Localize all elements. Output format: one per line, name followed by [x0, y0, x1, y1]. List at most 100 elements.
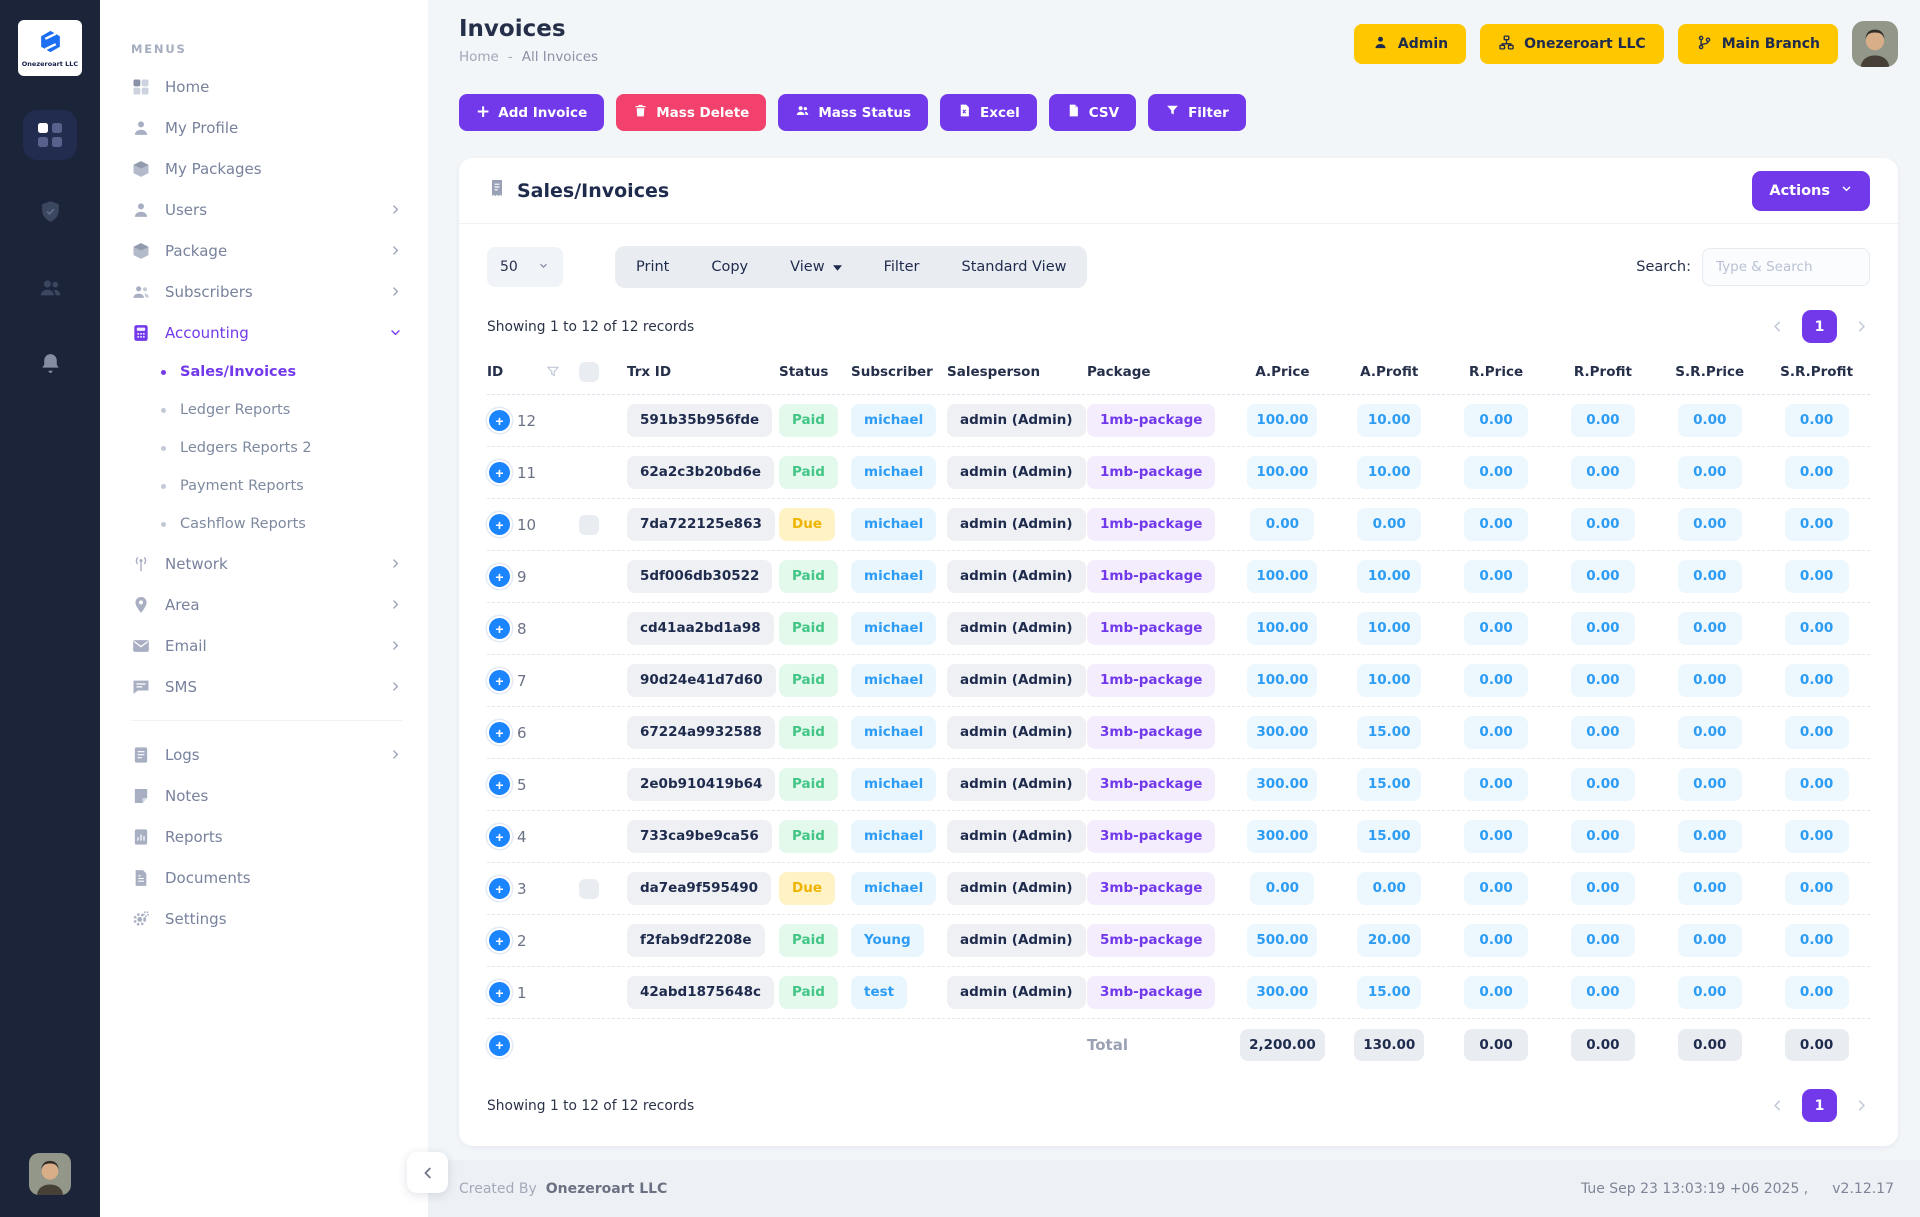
filter-button[interactable]: Filter: [1148, 94, 1246, 131]
sidebar-subitem-ledgers-reports-2[interactable]: Ledgers Reports 2: [100, 429, 428, 467]
expand-row-button[interactable]: +: [489, 514, 510, 535]
pin-icon: [131, 595, 151, 615]
sidebar-subitem-sales-invoices[interactable]: Sales/Invoices: [100, 353, 428, 391]
expand-row-button[interactable]: +: [489, 566, 510, 587]
row-checkbox[interactable]: [579, 878, 599, 899]
row-id: 7: [517, 671, 527, 690]
sidebar-item-reports[interactable]: Reports: [100, 816, 428, 857]
sidebar-item-sms[interactable]: SMS: [100, 666, 428, 707]
subscriber-link[interactable]: michael: [851, 508, 937, 541]
filter-toggle-button[interactable]: Filter: [863, 246, 941, 288]
company-button[interactable]: Onezeroart LLC: [1480, 24, 1664, 64]
subscriber-link[interactable]: michael: [851, 664, 937, 697]
subscriber-link[interactable]: michael: [851, 456, 937, 489]
r-price-value: 0.00: [1464, 768, 1529, 801]
funnel-icon: [1165, 103, 1180, 122]
menu-section-label: MENUS: [131, 42, 187, 56]
notifications-bell-icon[interactable]: [23, 338, 77, 388]
sidebar-item-logs[interactable]: Logs: [100, 734, 428, 775]
chevron-right-icon: [389, 244, 402, 257]
table-row: +3 da7ea9f595490 Due michael admin (Admin) 3m…: [487, 863, 1870, 915]
shield-check-icon[interactable]: [23, 186, 77, 236]
mass-delete-button[interactable]: Mass Delete: [616, 94, 767, 131]
branch-button[interactable]: Main Branch: [1677, 24, 1838, 64]
brand-logo[interactable]: Onezeroart LLC: [18, 20, 82, 76]
expand-row-button[interactable]: +: [489, 410, 510, 431]
sidebar-item-accounting[interactable]: Accounting: [100, 312, 428, 353]
chevron-right-icon: [389, 285, 402, 298]
sidebar-item-users[interactable]: Users: [100, 189, 428, 230]
next-page-icon[interactable]: [1853, 318, 1870, 335]
print-button[interactable]: Print: [615, 246, 690, 288]
a-profit-value: 15.00: [1357, 820, 1422, 853]
expand-row-button[interactable]: +: [489, 670, 510, 691]
sidebar-collapse-button[interactable]: [407, 1152, 448, 1193]
sidebar-item-my-profile[interactable]: My Profile: [100, 107, 428, 148]
row-checkbox[interactable]: [579, 514, 599, 535]
subscriber-link[interactable]: michael: [851, 612, 937, 645]
sidebar-item-home[interactable]: Home: [100, 66, 428, 107]
mass-status-button[interactable]: Mass Status: [778, 94, 929, 131]
export-excel-button[interactable]: Excel: [940, 94, 1037, 131]
sidebar-item-documents[interactable]: Documents: [100, 857, 428, 898]
chevron-right-icon: [389, 748, 402, 761]
network-icon: [131, 554, 151, 574]
subscriber-link[interactable]: michael: [851, 872, 937, 905]
sidebar-item-notes[interactable]: Notes: [100, 775, 428, 816]
expand-row-button[interactable]: +: [489, 618, 510, 639]
expand-row-button[interactable]: +: [489, 826, 510, 847]
expand-row-button[interactable]: +: [489, 774, 510, 795]
sidebar-item-network[interactable]: Network: [100, 543, 428, 584]
sidebar-item-email[interactable]: Email: [100, 625, 428, 666]
a-price-value: 100.00: [1247, 404, 1318, 437]
sidebar-subitem-ledger-reports[interactable]: Ledger Reports: [100, 391, 428, 429]
sidebar-subitem-payment-reports[interactable]: Payment Reports: [100, 467, 428, 505]
next-page-icon[interactable]: [1853, 1097, 1870, 1114]
prev-page-icon[interactable]: [1769, 318, 1786, 335]
sidebar-item-subscribers[interactable]: Subscribers: [100, 271, 428, 312]
breadcrumb-home[interactable]: Home: [459, 49, 499, 65]
community-users-icon[interactable]: [23, 262, 77, 312]
sidebar-subitem-cashflow-reports[interactable]: Cashflow Reports: [100, 505, 428, 543]
page-number[interactable]: 1: [1802, 1089, 1837, 1122]
receipt-icon: [487, 178, 507, 203]
rail-user-avatar[interactable]: [29, 1153, 71, 1195]
search-input[interactable]: [1702, 248, 1870, 286]
sidebar-item-my-packages[interactable]: My Packages: [100, 148, 428, 189]
view-dropdown-button[interactable]: View: [769, 246, 862, 288]
expand-row-button[interactable]: +: [489, 722, 510, 743]
admin-role-button[interactable]: Admin: [1353, 24, 1467, 64]
select-all-checkbox[interactable]: [579, 361, 599, 382]
subscriber-link[interactable]: michael: [851, 768, 937, 801]
prev-page-icon[interactable]: [1769, 1097, 1786, 1114]
export-csv-button[interactable]: CSV: [1048, 94, 1137, 131]
standard-view-button[interactable]: Standard View: [940, 246, 1087, 288]
sr-price-value: 0.00: [1677, 820, 1742, 853]
subscriber-link[interactable]: Young: [851, 924, 924, 957]
dashboard-grid-icon[interactable]: [23, 110, 77, 160]
expand-row-button[interactable]: +: [489, 930, 510, 951]
copy-button[interactable]: Copy: [690, 246, 769, 288]
add-invoice-button[interactable]: + Add Invoice: [459, 94, 605, 131]
expand-row-button[interactable]: +: [489, 982, 510, 1003]
user-avatar[interactable]: [1852, 21, 1898, 67]
subscriber-link[interactable]: test: [851, 976, 908, 1009]
page-number[interactable]: 1: [1802, 310, 1837, 343]
table-row: +2 f2fab9df2208e Paid Young admin (Admin) 5mb…: [487, 915, 1870, 967]
expand-row-button[interactable]: +: [489, 1034, 510, 1056]
expand-row-button[interactable]: +: [489, 462, 510, 483]
sidebar-item-settings[interactable]: Settings: [100, 898, 428, 939]
table-row: +7 90d24e41d7d60 Paid michael admin (Admin) 1…: [487, 655, 1870, 707]
subscriber-link[interactable]: michael: [851, 716, 937, 749]
invoices-table: ID Trx ID Status Subscriber Salesperson …: [459, 343, 1898, 1071]
subscriber-link[interactable]: michael: [851, 560, 937, 593]
users-icon: [131, 282, 151, 302]
actions-dropdown-button[interactable]: Actions: [1752, 170, 1870, 211]
sidebar-item-area[interactable]: Area: [100, 584, 428, 625]
expand-row-button[interactable]: +: [489, 878, 510, 899]
column-filter-icon[interactable]: [545, 364, 579, 380]
page-size-select[interactable]: 50: [487, 247, 563, 287]
subscriber-link[interactable]: michael: [851, 820, 937, 853]
sidebar-item-package[interactable]: Package: [100, 230, 428, 271]
subscriber-link[interactable]: michael: [851, 404, 937, 437]
